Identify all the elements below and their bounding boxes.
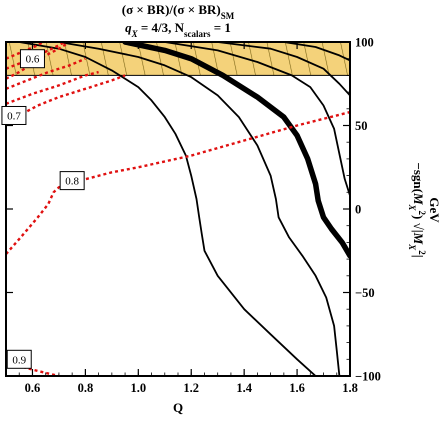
y-title-sgn: −sgn(	[411, 162, 426, 193]
contour-label-0.9: 0.9	[12, 354, 26, 366]
red-dotted-contour-extra-4	[6, 70, 99, 105]
x-tick-label: 1.6	[289, 381, 305, 395]
y-tick-label: 50	[355, 119, 368, 133]
black-contour-3	[122, 42, 350, 259]
x-tick-label: 1.2	[183, 381, 199, 395]
subtitle-n-sub: scalars	[184, 29, 211, 39]
contour-label-0.6: 0.6	[26, 54, 40, 66]
contour-label-box-0.7	[1, 105, 27, 125]
black-contour-1	[18, 42, 317, 376]
y-title-sup2: 2	[417, 250, 427, 255]
title-text: (σ × BR)/(σ × BR)	[122, 2, 221, 17]
y-title-sqrt: ) √|	[411, 215, 426, 233]
y-title-sub: X	[407, 204, 417, 212]
plot-area	[6, 42, 350, 376]
y-title-sup: 2	[417, 211, 427, 216]
plot-frame	[5, 41, 351, 377]
black-contour-6	[282, 42, 350, 62]
y-tick-label: 100	[355, 36, 374, 50]
x-tick-label: 1.8	[342, 381, 358, 395]
x-tick-label: 0.8	[78, 381, 94, 395]
contour-label-0.8: 0.8	[65, 176, 79, 188]
title-subscript: SM	[221, 11, 235, 21]
y-title-sub2: X	[407, 243, 417, 251]
y-axis-title-text: −sgn(MX2) √|MX2|	[407, 162, 427, 257]
contour-label-box-0.6	[19, 49, 45, 69]
y-title-m2: M	[411, 232, 426, 245]
black-contour-4	[163, 42, 350, 197]
red-dotted-contour-extra-1	[6, 42, 44, 60]
y-tick-label: 0	[355, 203, 361, 217]
y-tick-label: −50	[355, 286, 375, 300]
red-dotted-contour-0.8	[6, 110, 350, 255]
y-axis-title: −sgn(MX2) √|MX2|GeV	[407, 162, 441, 257]
y-tick-label: −100	[355, 370, 381, 384]
subtitle-mid: = 4/3, N	[138, 20, 185, 35]
subtitle-q-sub: X	[131, 29, 139, 39]
subtitle-q: q	[125, 20, 132, 35]
x-tick-label: 0.6	[25, 381, 41, 395]
y-axis-unit: GeV	[427, 197, 441, 223]
subtitle-end: = 1	[211, 20, 231, 35]
contour-label-box-0.8	[59, 171, 85, 191]
y-title-m: M	[411, 192, 426, 205]
black-contour-2	[58, 42, 341, 376]
contour-label-box-0.9	[6, 349, 32, 369]
contour-label-0.7: 0.7	[7, 110, 21, 122]
x-tick-label: 1.4	[236, 381, 252, 395]
y-title-close: |	[411, 255, 426, 258]
black-contour-5	[216, 42, 350, 97]
red-dotted-contour-extra-3	[6, 57, 86, 90]
excluded-band-hatch	[6, 42, 350, 76]
x-tick-label: 1.0	[130, 381, 146, 395]
chart-title: (σ × BR)/(σ × BR)SM	[122, 2, 235, 21]
chart-subtitle: qX = 4/3, Nscalars = 1	[125, 20, 231, 39]
x-axis-title: Q	[173, 400, 183, 415]
